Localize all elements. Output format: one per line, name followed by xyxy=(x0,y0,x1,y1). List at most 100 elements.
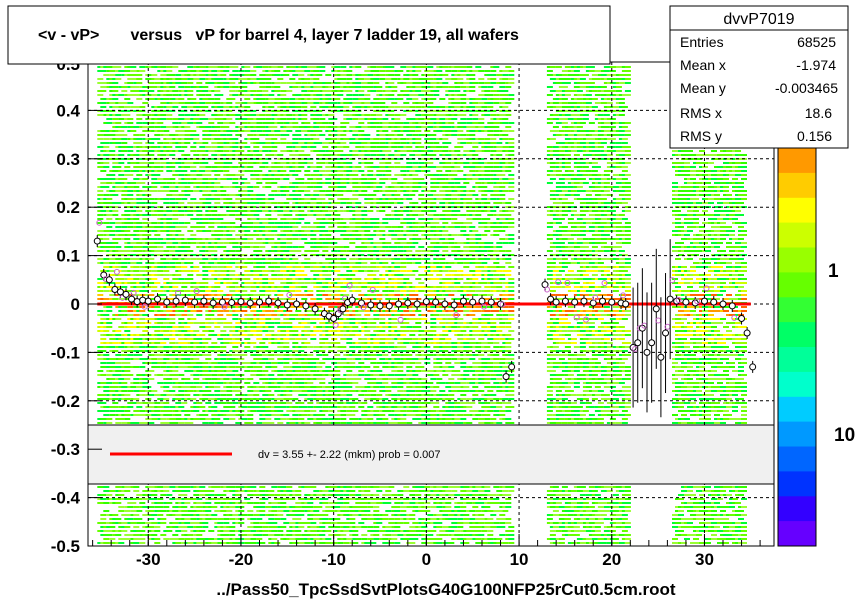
density-cell xyxy=(256,422,263,424)
density-cell xyxy=(193,290,200,292)
density-cell xyxy=(271,150,278,152)
density-cell xyxy=(268,234,275,236)
density-cell xyxy=(286,402,293,404)
density-cell xyxy=(211,362,218,364)
density-cell xyxy=(274,86,281,88)
density-cell xyxy=(286,242,293,244)
density-cell xyxy=(271,274,278,276)
density-cell xyxy=(184,258,191,260)
density-cell xyxy=(202,218,209,220)
density-cell xyxy=(205,374,212,376)
density-cell xyxy=(106,310,113,312)
density-cell xyxy=(124,510,131,512)
density-cell xyxy=(109,362,116,364)
density-cell xyxy=(163,98,170,100)
density-cell xyxy=(250,518,257,520)
density-cell xyxy=(100,338,107,340)
density-cell xyxy=(151,214,158,216)
density-cell xyxy=(214,326,221,328)
density-cell xyxy=(235,134,242,136)
density-cell xyxy=(196,82,203,84)
density-cell xyxy=(181,146,188,148)
density-cell xyxy=(160,326,167,328)
density-cell xyxy=(127,226,134,228)
density-cell xyxy=(124,258,131,260)
density-cell xyxy=(244,66,251,68)
density-cell xyxy=(250,318,257,320)
density-cell xyxy=(136,222,143,224)
density-cell xyxy=(169,186,176,188)
density-cell xyxy=(253,494,260,496)
density-cell xyxy=(160,118,167,120)
density-cell xyxy=(163,190,170,192)
density-cell xyxy=(277,530,284,532)
density-cell xyxy=(202,362,209,364)
density-cell xyxy=(142,506,149,508)
density-cell xyxy=(130,262,137,264)
density-cell xyxy=(208,226,215,228)
density-cell xyxy=(151,74,158,76)
density-cell xyxy=(136,118,143,120)
density-cell xyxy=(253,234,260,236)
density-cell xyxy=(280,402,287,404)
density-cell xyxy=(196,526,203,528)
density-cell xyxy=(205,318,212,320)
density-cell xyxy=(256,90,263,92)
density-cell xyxy=(181,226,188,228)
density-cell xyxy=(115,258,122,260)
density-cell xyxy=(133,290,140,292)
density-cell xyxy=(133,258,140,260)
density-cell xyxy=(283,346,290,348)
density-cell xyxy=(283,362,290,364)
density-cell xyxy=(244,94,251,96)
density-cell xyxy=(127,406,134,408)
density-cell xyxy=(256,122,263,124)
density-cell xyxy=(250,354,257,356)
density-cell xyxy=(271,146,278,148)
density-cell xyxy=(154,538,161,540)
density-cell xyxy=(160,126,167,128)
density-cell xyxy=(160,114,167,116)
density-cell xyxy=(259,542,266,544)
density-cell xyxy=(250,130,257,132)
density-cell xyxy=(109,526,116,528)
density-cell xyxy=(133,514,140,516)
density-cell xyxy=(211,542,218,544)
density-cell xyxy=(226,354,233,356)
density-cell xyxy=(277,122,284,124)
density-cell xyxy=(268,330,275,332)
density-cell xyxy=(244,246,251,248)
density-cell xyxy=(103,266,110,268)
density-cell xyxy=(283,286,290,288)
density-cell xyxy=(160,534,167,536)
density-cell xyxy=(187,210,194,212)
density-cell xyxy=(229,194,236,196)
density-cell xyxy=(103,142,110,144)
density-cell xyxy=(280,238,287,240)
density-cell xyxy=(133,134,140,136)
density-cell xyxy=(196,386,203,388)
density-cell xyxy=(271,506,278,508)
density-cell xyxy=(166,242,173,244)
density-cell xyxy=(277,510,284,512)
density-cell xyxy=(250,118,257,120)
density-cell xyxy=(199,102,206,104)
density-cell xyxy=(286,486,293,488)
density-cell xyxy=(97,294,104,296)
density-cell xyxy=(265,294,272,296)
density-cell xyxy=(160,418,167,420)
density-cell xyxy=(265,350,272,352)
density-cell xyxy=(130,254,137,256)
density-cell xyxy=(172,66,179,68)
density-cell xyxy=(256,250,263,252)
density-cell xyxy=(118,410,125,412)
density-cell xyxy=(283,254,290,256)
density-cell xyxy=(163,330,170,332)
density-cell xyxy=(250,342,257,344)
density-cell xyxy=(133,534,140,536)
density-cell xyxy=(121,102,128,104)
density-cell xyxy=(250,310,257,312)
density-cell xyxy=(154,394,161,396)
density-cell xyxy=(109,490,116,492)
density-cell xyxy=(184,166,191,168)
